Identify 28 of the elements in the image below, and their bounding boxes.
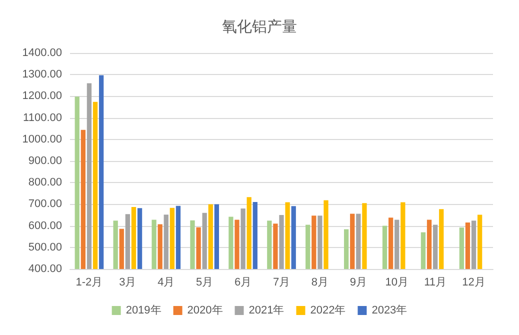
chart-title: 氧化铝产量	[222, 18, 297, 36]
y-tick-label: 1200.00	[22, 90, 62, 102]
y-tick-label: 700.00	[28, 198, 62, 210]
x-tick-label: 9月	[350, 276, 367, 288]
x-tick-label: 8月	[311, 276, 329, 288]
y-tick-label: 600.00	[28, 220, 62, 232]
y-tick-label: 400.00	[28, 263, 62, 275]
x-tick-label: 1-2月	[76, 276, 103, 288]
x-tick-label: 12月	[462, 276, 486, 288]
x-tick-label: 4月	[158, 276, 175, 288]
y-tick-label: 1300.00	[22, 68, 62, 81]
x-tick-label: 11月	[424, 276, 447, 288]
y-tick-label: 800.00	[28, 176, 62, 189]
x-tick-label: 7月	[272, 276, 290, 288]
x-tick-label: 6月	[234, 276, 252, 288]
legend-label: 2021年	[248, 304, 284, 316]
legend-label: 2023年	[372, 304, 408, 316]
x-tick-label: 10月	[385, 276, 408, 288]
legend-label: 2020年	[187, 304, 223, 316]
y-tick-label: 1100.00	[23, 112, 62, 124]
y-tick-label: 1000.00	[22, 133, 62, 146]
y-tick-label: 1400.00	[22, 47, 62, 59]
legend-label: 2022年	[310, 304, 346, 316]
y-tick-label: 900.00	[28, 155, 62, 167]
x-tick-label: 3月	[119, 276, 136, 288]
y-tick-label: 500.00	[28, 241, 62, 254]
legend-label: 2019年	[126, 304, 162, 316]
x-tick-label: 5月	[196, 276, 214, 288]
